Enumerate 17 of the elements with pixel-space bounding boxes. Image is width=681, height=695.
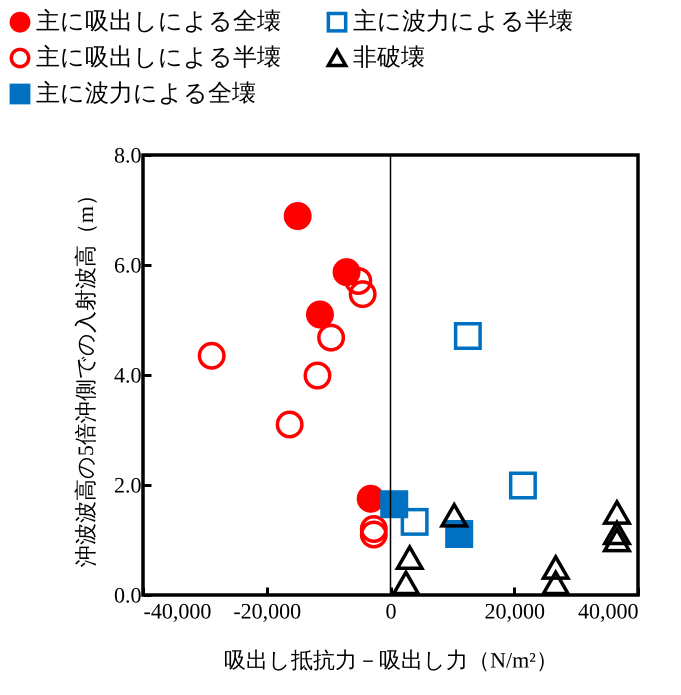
legend-label: 主に吸出しによる半壊 [36, 44, 281, 71]
y-tick-label: 0.0 [114, 582, 142, 608]
legend-label: 主に波力による全壊 [36, 80, 256, 107]
x-tick-label: 40,000 [578, 598, 638, 624]
legend-label: 非破壊 [353, 45, 425, 71]
x-tick-label: 0 [386, 598, 396, 624]
y-tick-label: 8.0 [114, 142, 142, 168]
y-tick-label: 2.0 [114, 472, 142, 498]
x-tick-label: 20,000 [484, 598, 545, 624]
y-tick-label: 6.0 [114, 252, 142, 278]
legend-label: 主に吸出しによる全壊 [36, 8, 281, 36]
x-tick-label: -20,000 [233, 598, 302, 624]
y-axis-title: 沖波波高の5倍沖側での入射波高（m） [73, 184, 98, 568]
x-axis-title: 吸出し抵抗力－吸出し力（N/m²） [224, 648, 558, 672]
y-tick-label: 4.0 [114, 362, 142, 388]
x-tick-label: -40,000 [144, 598, 212, 624]
legend-label: 主に波力による半壊 [353, 8, 573, 36]
